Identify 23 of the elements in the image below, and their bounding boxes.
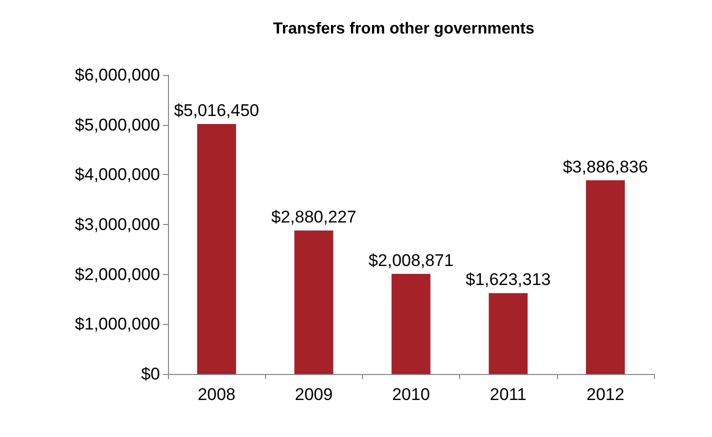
y-tick-label: $0 — [141, 364, 160, 384]
data-label: $2,008,871 — [368, 250, 454, 270]
x-tick-label: 2009 — [294, 385, 333, 404]
y-tick-label: $5,000,000 — [74, 115, 160, 134]
x-tick-label: 2010 — [392, 385, 430, 404]
x-tick-label: 2008 — [198, 385, 236, 404]
bar — [392, 274, 430, 374]
x-tick-label: 2011 — [490, 385, 526, 404]
bar — [586, 180, 625, 374]
data-label: $5,016,450 — [174, 101, 260, 120]
data-label: $2,880,227 — [271, 207, 356, 226]
bar — [488, 293, 528, 374]
y-tick-label: $2,000,000 — [74, 264, 160, 284]
data-label: $1,623,313 — [466, 270, 551, 290]
data-label: $3,886,836 — [562, 157, 648, 176]
x-tick-label: 2012 — [586, 385, 624, 404]
y-tick-label: $6,000,000 — [74, 66, 160, 84]
chart-title: Transfers from other governments — [273, 20, 534, 38]
bar — [197, 124, 236, 374]
y-tick-label: $3,000,000 — [74, 215, 160, 234]
y-tick-label: $4,000,000 — [74, 165, 160, 184]
bar — [294, 230, 334, 374]
y-tick-label: $1,000,000 — [74, 314, 160, 334]
